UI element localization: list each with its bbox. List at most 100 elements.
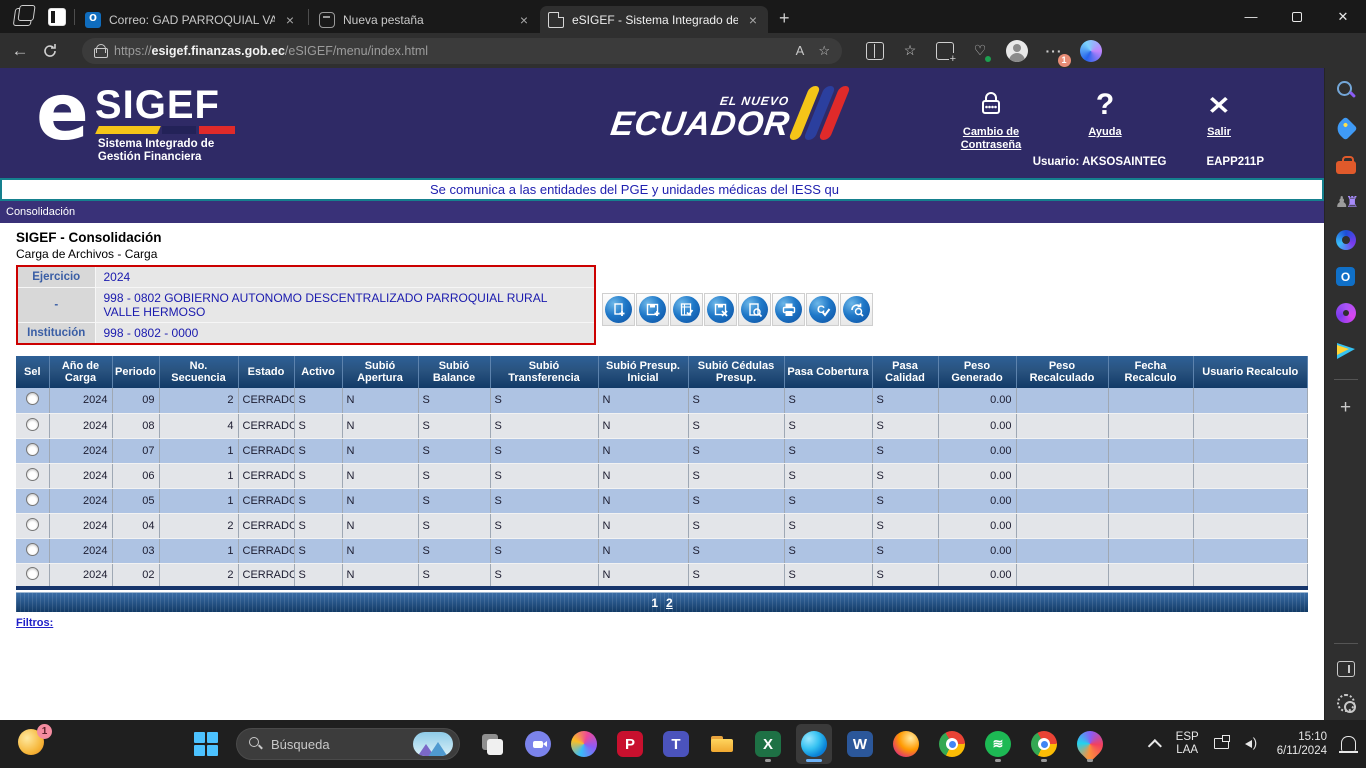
table-cell: S bbox=[784, 463, 872, 488]
edge-app-icon[interactable] bbox=[796, 724, 832, 764]
tab-actions-icon[interactable] bbox=[48, 8, 66, 26]
send-icon[interactable] bbox=[1335, 340, 1357, 362]
firefox-app-icon[interactable] bbox=[888, 724, 924, 764]
customize-sidebar-icon[interactable] bbox=[1337, 661, 1355, 677]
excel-app-icon[interactable]: X bbox=[750, 724, 786, 764]
games-icon[interactable]: ♟♜ bbox=[1335, 191, 1357, 213]
reload-button[interactable] bbox=[840, 293, 873, 326]
language-indicator[interactable]: ESP LAA bbox=[1176, 731, 1199, 757]
search-icon[interactable] bbox=[1336, 80, 1356, 100]
page-number-link[interactable]: 2 bbox=[666, 596, 673, 610]
delete-record-button[interactable] bbox=[704, 293, 737, 326]
split-screen-icon[interactable] bbox=[866, 42, 884, 60]
new-tab-favicon bbox=[319, 12, 335, 28]
notifications-bell-icon[interactable] bbox=[1341, 736, 1356, 751]
time: 15:10 bbox=[1277, 730, 1327, 744]
tab-close-icon[interactable]: × bbox=[283, 12, 297, 28]
table-cell: S bbox=[490, 538, 598, 563]
start-button[interactable] bbox=[188, 724, 224, 764]
row-select-radio[interactable] bbox=[26, 418, 39, 431]
back-icon[interactable]: ← bbox=[8, 41, 32, 61]
new-record-button[interactable] bbox=[602, 293, 635, 326]
filters-link[interactable]: Filtros: bbox=[16, 617, 53, 629]
page-number-current[interactable]: 1 bbox=[651, 596, 658, 610]
taskbar-search[interactable]: Búsqueda bbox=[236, 728, 460, 760]
window-minimize-button[interactable]: — bbox=[1228, 0, 1274, 33]
web-page: e SIGEF Sistema Integrado de Gestión Fin… bbox=[0, 68, 1324, 720]
exit-link[interactable]: ✕ Salir bbox=[1180, 84, 1258, 152]
chrome-work-app-icon[interactable] bbox=[1026, 724, 1062, 764]
table-cell: 1 bbox=[159, 463, 238, 488]
table-cell: 2024 bbox=[49, 538, 112, 563]
window-close-button[interactable]: ✕ bbox=[1320, 0, 1366, 33]
hidden-icons-chevron[interactable] bbox=[1147, 739, 1161, 753]
favorite-star-icon[interactable]: ☆ bbox=[818, 43, 830, 59]
row-select-radio[interactable] bbox=[26, 543, 39, 556]
task-view-button[interactable] bbox=[474, 724, 510, 764]
window-maximize-button[interactable] bbox=[1274, 0, 1320, 33]
more-menu-icon[interactable]: ···1 bbox=[1045, 42, 1063, 60]
file-explorer-icon[interactable] bbox=[704, 724, 740, 764]
consult-record-button[interactable] bbox=[738, 293, 771, 326]
tab-esigef-active[interactable]: eSIGEF - Sistema Integrado de G × bbox=[540, 6, 768, 33]
browser-essentials-icon[interactable]: ♡ bbox=[971, 42, 989, 60]
outlook-favicon bbox=[85, 12, 101, 28]
table-cell: 05 bbox=[112, 488, 159, 513]
m365-icon[interactable] bbox=[1336, 230, 1356, 250]
row-select-radio[interactable] bbox=[26, 567, 39, 580]
table-cell bbox=[1108, 538, 1193, 563]
paint-app-icon[interactable] bbox=[1072, 724, 1108, 764]
settings-icon[interactable] bbox=[1337, 694, 1355, 712]
network-icon[interactable] bbox=[1213, 735, 1231, 753]
refresh-icon[interactable] bbox=[42, 43, 66, 59]
outlook-icon[interactable]: O bbox=[1336, 267, 1355, 286]
url-field[interactable]: https://esigef.finanzas.gob.ec/eSIGEF/me… bbox=[82, 38, 842, 64]
teams-app-icon[interactable]: T bbox=[658, 724, 694, 764]
shopping-icon[interactable] bbox=[1335, 117, 1357, 139]
new-tab-button[interactable]: + bbox=[769, 8, 800, 33]
read-aloud-icon[interactable]: A bbox=[796, 43, 805, 59]
widgets-weather-icon[interactable]: 1 bbox=[18, 729, 48, 759]
row-select-radio[interactable] bbox=[26, 392, 39, 405]
word-app-icon[interactable]: W bbox=[842, 724, 878, 764]
volume-icon[interactable] bbox=[1245, 735, 1263, 753]
tab-nueva-pestana[interactable]: Nueva pestaña × bbox=[311, 6, 539, 33]
table-cell: S bbox=[490, 413, 598, 438]
table-cell: 2 bbox=[159, 388, 238, 413]
clock[interactable]: 15:10 6/11/2024 bbox=[1277, 730, 1327, 758]
copilot-icon[interactable] bbox=[1080, 40, 1102, 62]
row-select-radio[interactable] bbox=[26, 443, 39, 456]
row-select-radio[interactable] bbox=[26, 518, 39, 531]
pdf-reader-app-icon[interactable]: P bbox=[612, 724, 648, 764]
change-password-link[interactable]: Cambio de Contraseña bbox=[952, 84, 1030, 152]
table-cell: S bbox=[294, 438, 342, 463]
spotify-app-icon[interactable]: ≋ bbox=[980, 724, 1016, 764]
tab-close-icon[interactable]: × bbox=[746, 12, 760, 28]
toolbox-icon[interactable] bbox=[1336, 161, 1356, 174]
tab-correo[interactable]: Correo: GAD PARROQUIAL VALLE × bbox=[77, 6, 305, 33]
menu-item-consolidacion[interactable]: Consolidación bbox=[6, 206, 75, 218]
save-record-button[interactable] bbox=[636, 293, 669, 326]
table-cell bbox=[1193, 513, 1308, 538]
approve-button[interactable]: C bbox=[806, 293, 839, 326]
help-link[interactable]: ? Ayuda bbox=[1066, 84, 1144, 152]
table-cell: N bbox=[598, 463, 688, 488]
favorites-bar-icon[interactable]: ☆ bbox=[901, 42, 919, 60]
validate-form-button[interactable] bbox=[670, 293, 703, 326]
profile-avatar[interactable] bbox=[1006, 40, 1028, 62]
table-cell: S bbox=[294, 388, 342, 413]
search-daily-image bbox=[413, 732, 453, 756]
row-select-radio[interactable] bbox=[26, 493, 39, 506]
table-cell: S bbox=[418, 413, 490, 438]
print-button[interactable] bbox=[772, 293, 805, 326]
row-select-radio[interactable] bbox=[26, 468, 39, 481]
tab-close-icon[interactable]: × bbox=[517, 12, 531, 28]
chrome-app-icon[interactable] bbox=[934, 724, 970, 764]
collections-icon[interactable] bbox=[936, 42, 954, 60]
chat-app-icon[interactable] bbox=[520, 724, 556, 764]
clipchamp-icon[interactable] bbox=[1336, 303, 1356, 323]
table-cell: S bbox=[872, 488, 938, 513]
copilot-app-icon[interactable] bbox=[566, 724, 602, 764]
workspaces-icon[interactable] bbox=[13, 8, 34, 26]
add-icon[interactable]: + bbox=[1335, 397, 1357, 419]
